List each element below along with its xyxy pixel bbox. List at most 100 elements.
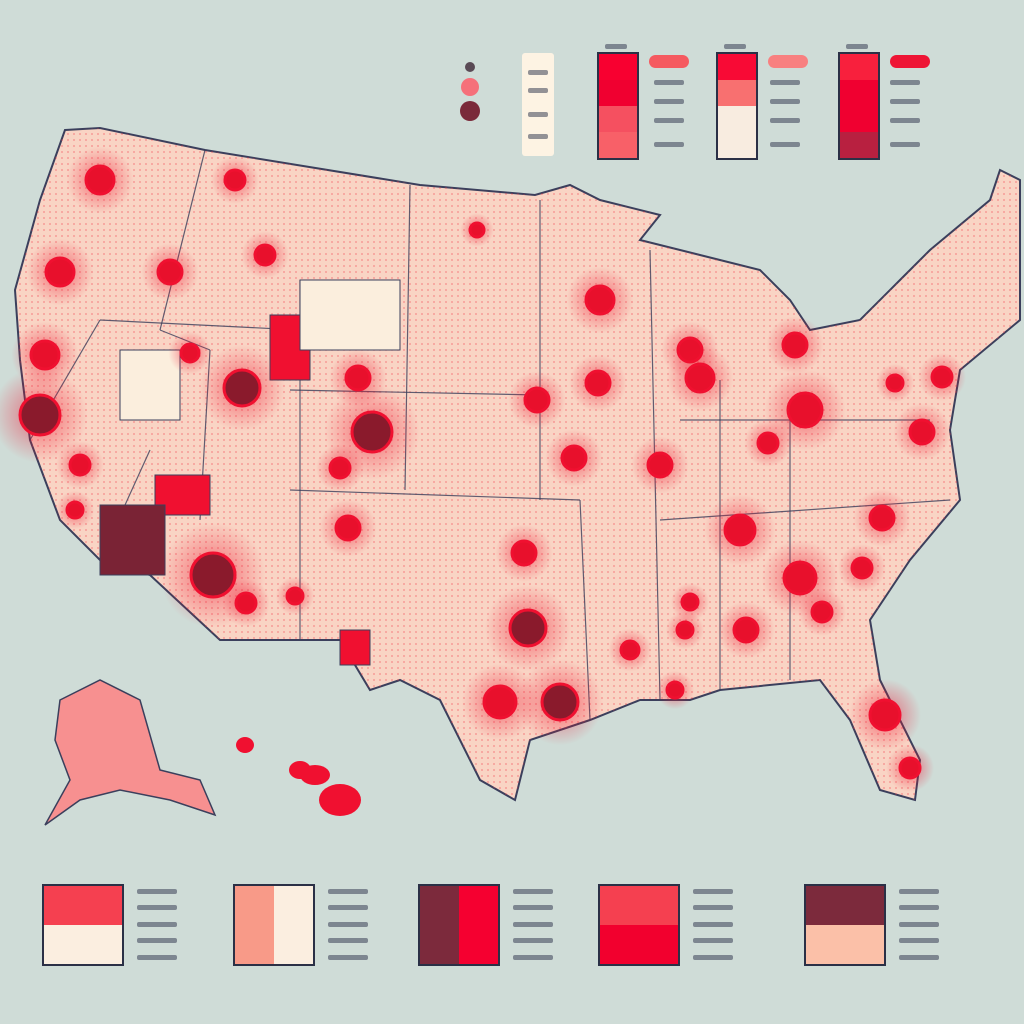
hotspot	[810, 600, 834, 624]
legend-box-swatch	[44, 886, 122, 925]
legend-dot	[460, 101, 480, 121]
legend-label	[770, 80, 800, 85]
legend-label	[899, 938, 939, 943]
legend-label	[654, 80, 684, 85]
legend-label-panel	[522, 53, 554, 156]
legend-label	[693, 889, 733, 894]
legend-box-swatch	[235, 886, 274, 964]
hotspot	[29, 339, 61, 371]
hotspot	[665, 680, 685, 700]
legend-label	[513, 922, 553, 927]
hotspot	[508, 608, 548, 648]
hotspot	[868, 504, 896, 532]
legend-dot	[465, 62, 475, 72]
legend-box-swatch	[806, 925, 884, 964]
hotspot	[253, 243, 277, 267]
ramp-swatch	[718, 132, 756, 158]
legend-label	[899, 922, 939, 927]
state-border	[289, 389, 541, 396]
hotspot	[619, 639, 641, 661]
legend-title	[846, 44, 868, 49]
ramp-swatch	[840, 80, 878, 106]
legend-label	[328, 922, 368, 927]
hawaii-island	[236, 737, 254, 753]
hawaii-island	[319, 784, 361, 816]
hotspot	[540, 682, 580, 722]
hotspot	[468, 221, 486, 239]
legend-label	[513, 905, 553, 910]
legend-box-swatch	[420, 886, 459, 964]
legend-box	[233, 884, 315, 966]
legend-ramp	[597, 52, 639, 160]
hotspot	[646, 451, 674, 479]
hotspot	[930, 365, 954, 389]
hotspot	[44, 256, 76, 288]
legend-box-swatch	[806, 886, 884, 925]
ramp-swatch	[840, 132, 878, 158]
legend-label	[654, 118, 684, 123]
legend-box-swatch	[44, 925, 122, 964]
legend-label	[137, 889, 177, 894]
alaska	[44, 679, 217, 826]
legend-label	[328, 889, 368, 894]
hawaii-island	[300, 765, 330, 785]
legend-label	[328, 938, 368, 943]
legend-dot	[461, 78, 479, 96]
hotspot	[732, 616, 760, 644]
county-block	[299, 279, 401, 351]
hotspot	[510, 539, 538, 567]
legend-label	[890, 99, 920, 104]
legend-box	[804, 884, 886, 966]
hotspot	[18, 393, 62, 437]
legend-box	[598, 884, 680, 966]
hotspot	[482, 684, 518, 720]
county-block	[99, 504, 166, 576]
hotspot	[756, 431, 780, 455]
hotspot	[684, 362, 716, 394]
legend-box-swatch	[600, 925, 678, 964]
ramp-swatch	[840, 54, 878, 80]
hotspot	[868, 698, 902, 732]
hotspot	[781, 331, 809, 359]
legend-label	[513, 889, 553, 894]
hotspot	[344, 364, 372, 392]
legend-title	[724, 44, 746, 49]
hotspot	[786, 391, 824, 429]
hotspot	[584, 284, 616, 316]
hotspot	[223, 168, 247, 192]
legend-label	[890, 118, 920, 123]
hotspot	[234, 591, 258, 615]
legend-label	[770, 99, 800, 104]
legend-box-swatch	[274, 886, 313, 964]
county-block	[119, 349, 181, 421]
hotspot	[285, 586, 305, 606]
legend-label	[528, 88, 548, 93]
ramp-swatch	[718, 80, 756, 106]
legend-pill	[768, 55, 808, 68]
hotspot	[898, 756, 922, 780]
ramp-swatch	[599, 80, 637, 106]
hotspot	[584, 369, 612, 397]
legend-label	[770, 142, 800, 147]
legend-label	[890, 142, 920, 147]
legend-label	[899, 905, 939, 910]
hotspot	[850, 556, 874, 580]
hotspot	[156, 258, 184, 286]
legend-label	[528, 134, 548, 139]
legend-pill	[890, 55, 930, 68]
legend-label	[899, 955, 939, 960]
legend-title	[605, 44, 627, 49]
legend-label	[528, 70, 548, 75]
legend-label	[137, 922, 177, 927]
hotspot	[84, 164, 116, 196]
legend-label	[770, 118, 800, 123]
hotspot	[560, 444, 588, 472]
hotspot	[885, 373, 905, 393]
hotspot	[908, 418, 936, 446]
legend-label	[137, 938, 177, 943]
ramp-swatch	[599, 106, 637, 132]
legend-label	[654, 99, 684, 104]
legend-label	[513, 938, 553, 943]
hotspot	[328, 456, 352, 480]
legend-label	[654, 142, 684, 147]
